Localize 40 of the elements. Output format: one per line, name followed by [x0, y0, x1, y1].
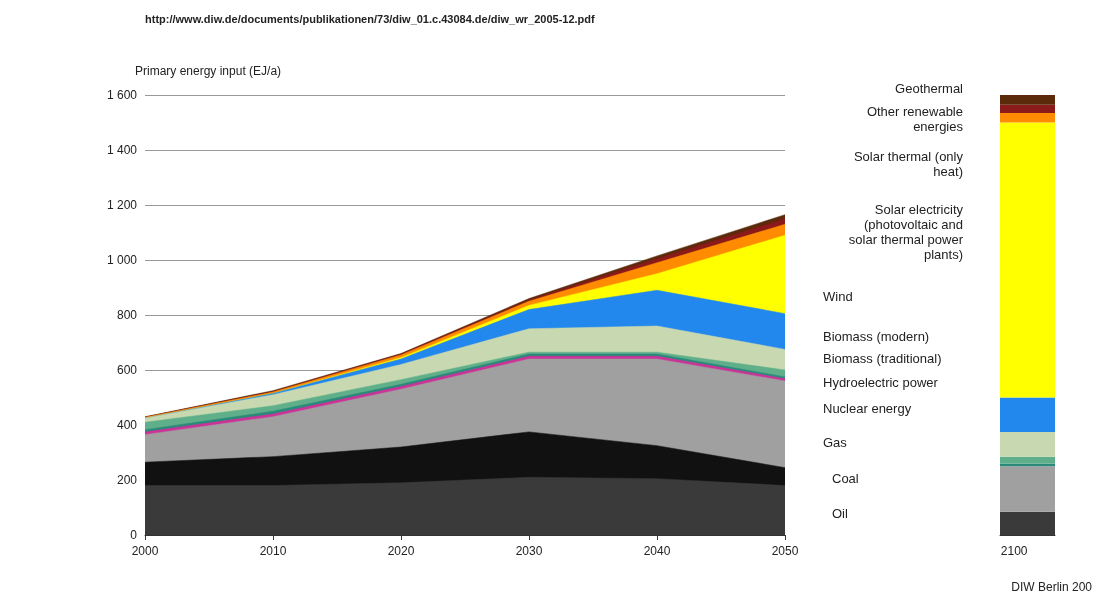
text: Biomass (traditional) [823, 351, 942, 366]
text: Biomass (modern) [823, 329, 930, 344]
text: Geothermal [894, 81, 963, 96]
text: Wind [823, 289, 853, 304]
y-axis-title: Primary energy input (EJ/a) [135, 64, 282, 78]
y-tick-label: 200 [116, 473, 138, 487]
text: http://www.diw.de/documents/publikationen/73/diw_01.c.43084.de/diw_wr_2005-12.pdf [145, 12, 595, 27]
text: Nuclear energy [823, 401, 912, 416]
bar [1000, 466, 1055, 512]
x-tick-label: 2020 [387, 544, 415, 558]
bar [1000, 95, 1055, 105]
y-tick-label: 800 [116, 308, 138, 322]
x-tick-label: 2100 [1000, 544, 1028, 558]
text: Hydroelectric power [823, 375, 938, 390]
bar [1000, 104, 1055, 113]
x-tick-label: 2030 [515, 544, 543, 558]
y-tick-label: 1 600 [106, 88, 138, 102]
bar [1000, 112, 1055, 123]
bar [1000, 431, 1055, 457]
y-tick-label: 1 000 [106, 253, 138, 267]
y-tick-label: 1 200 [106, 198, 138, 212]
text: Oil [832, 506, 848, 521]
x-tick-label: 2010 [259, 544, 287, 558]
y-tick-label: 600 [116, 363, 138, 377]
text: Other renewable energies [865, 104, 963, 134]
y-tick-label: 1 400 [106, 143, 138, 157]
bar [1000, 511, 1055, 535]
text: DIW Berlin 200 [1011, 580, 1092, 595]
bar [1000, 122, 1055, 398]
x-tick-label: 2040 [643, 544, 671, 558]
x-tick-label: 2050 [771, 544, 799, 558]
x-tick-label: 2000 [131, 544, 159, 558]
bar [1000, 397, 1055, 432]
text: Solar thermal (only heat) [852, 149, 963, 179]
y-tick-label: 0 [130, 528, 138, 542]
text: Solar electricity (photovoltaic and solar thermal power plants) [848, 202, 963, 262]
y-tick-label: 400 [116, 418, 138, 432]
text: Coal [832, 471, 859, 486]
bar [1000, 456, 1055, 464]
text: Gas [823, 435, 847, 450]
